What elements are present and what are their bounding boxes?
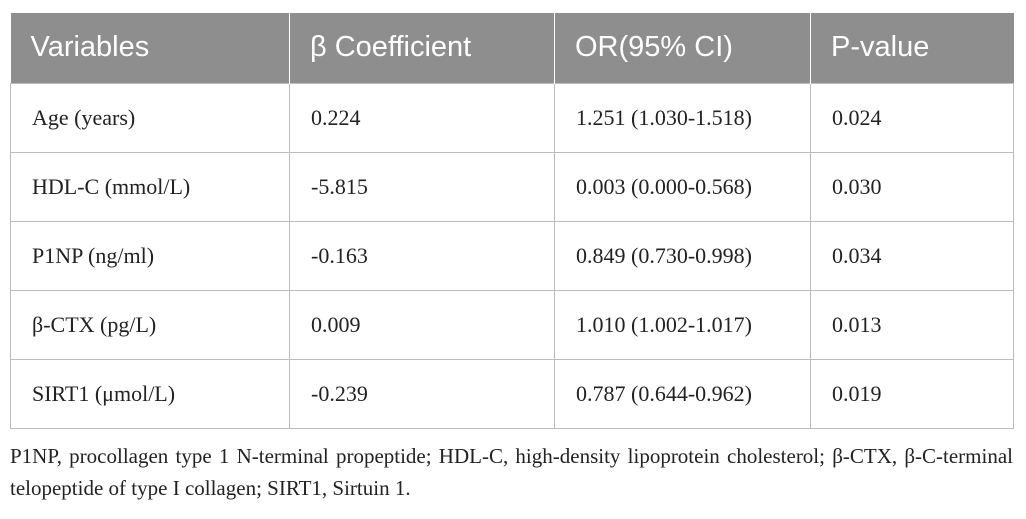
cell-p: 0.013 <box>810 289 1014 360</box>
cell-variable: HDL-C (mmol/L) <box>10 151 290 222</box>
table-row: SIRT1 (μmol/L) -0.239 0.787 (0.644-0.962… <box>10 358 1014 429</box>
cell-or: 0.003 (0.000-0.568) <box>554 151 811 222</box>
table-row: P1NP (ng/ml) -0.163 0.849 (0.730-0.998) … <box>10 220 1014 291</box>
table-row: β-CTX (pg/L) 0.009 1.010 (1.002-1.017) 0… <box>10 289 1014 360</box>
table-row: HDL-C (mmol/L) -5.815 0.003 (0.000-0.568… <box>10 151 1014 222</box>
table-footnote: P1NP, procollagen type 1 N-terminal prop… <box>10 444 1013 500</box>
cell-p: 0.024 <box>810 82 1014 153</box>
results-table-container: Variables β Coefficient OR(95% CI) P-val… <box>10 13 1014 429</box>
table-header: Variables β Coefficient OR(95% CI) P-val… <box>10 13 1014 83</box>
cell-or: 0.787 (0.644-0.962) <box>554 358 811 429</box>
cell-p: 0.019 <box>810 358 1014 429</box>
table-row: Age (years) 0.224 1.251 (1.030-1.518) 0.… <box>10 82 1014 153</box>
cell-or: 1.251 (1.030-1.518) <box>554 82 811 153</box>
cell-variable: β-CTX (pg/L) <box>10 289 290 360</box>
header-row: Variables β Coefficient OR(95% CI) P-val… <box>10 13 1014 83</box>
cell-p: 0.034 <box>810 220 1014 291</box>
cell-variable: SIRT1 (μmol/L) <box>10 358 290 429</box>
cell-p: 0.030 <box>810 151 1014 222</box>
cell-beta: -0.163 <box>289 220 555 291</box>
cell-beta: -0.239 <box>289 358 555 429</box>
cell-beta: -5.815 <box>289 151 555 222</box>
cell-beta: 0.224 <box>289 82 555 153</box>
table-body: Age (years) 0.224 1.251 (1.030-1.518) 0.… <box>10 82 1014 429</box>
cell-beta: 0.009 <box>289 289 555 360</box>
header-variables: Variables <box>10 13 290 83</box>
results-table: Variables β Coefficient OR(95% CI) P-val… <box>10 13 1014 429</box>
header-odds-ratio: OR(95% CI) <box>554 13 811 83</box>
cell-variable: Age (years) <box>10 82 290 153</box>
cell-or: 0.849 (0.730-0.998) <box>554 220 811 291</box>
header-beta-coefficient: β Coefficient <box>289 13 555 83</box>
header-p-value: P-value <box>831 31 930 64</box>
cell-variable: P1NP (ng/ml) <box>10 220 290 291</box>
cell-or: 1.010 (1.002-1.017) <box>554 289 811 360</box>
